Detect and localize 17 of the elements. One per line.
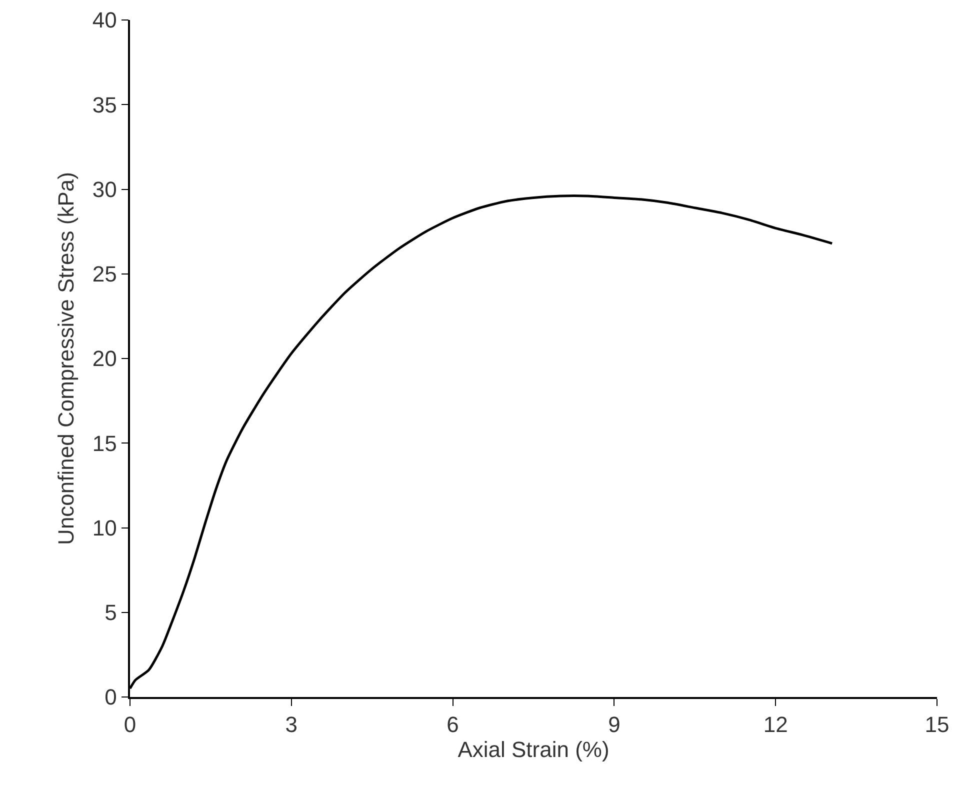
y-axis-title: Unconfined Compressive Stress (kPa)	[54, 172, 79, 545]
x-tick-label: 6	[446, 712, 459, 738]
y-tick-label: 0	[104, 684, 117, 710]
y-tick-label: 25	[92, 262, 117, 287]
y-tick-label: 20	[92, 346, 117, 372]
y-tick-label: 5	[104, 600, 117, 626]
y-tick-label: 15	[92, 430, 117, 456]
y-tick-label: 40	[92, 8, 117, 33]
x-tick-label: 3	[285, 712, 298, 738]
x-tick-label: 9	[608, 712, 620, 738]
x-axis-title: Axial Strain (%)	[458, 737, 610, 762]
y-tick-label: 10	[92, 515, 117, 540]
x-tick-label: 15	[924, 712, 950, 738]
y-tick-label: 35	[92, 92, 117, 118]
x-tick-label: 0	[124, 712, 136, 738]
y-tick-label: 30	[92, 176, 117, 202]
x-tick-label: 12	[763, 712, 788, 738]
